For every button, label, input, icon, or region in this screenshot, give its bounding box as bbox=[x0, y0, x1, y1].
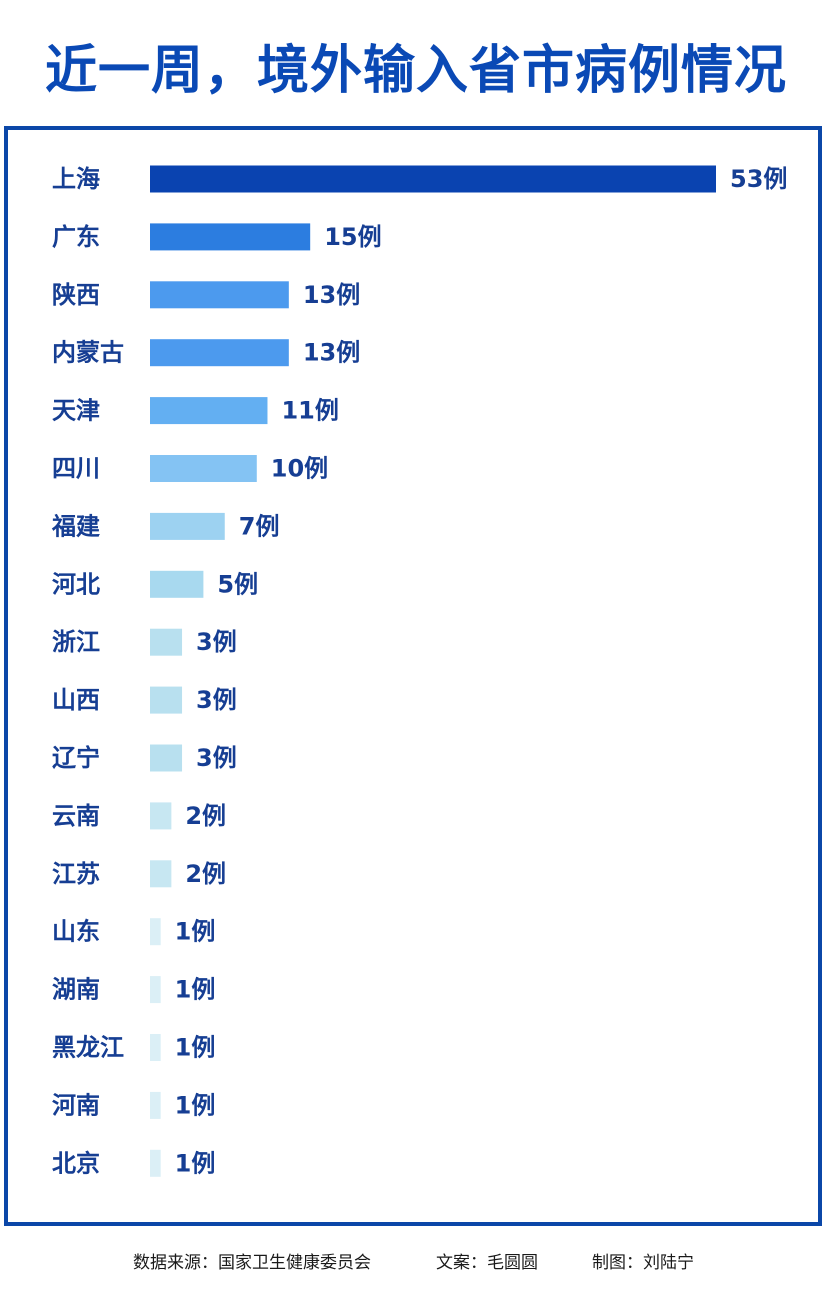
category-label: 四川 bbox=[52, 455, 100, 483]
bar bbox=[150, 397, 268, 425]
value-label: 2例 bbox=[185, 802, 226, 830]
bar bbox=[150, 628, 183, 656]
category-label: 内蒙古 bbox=[52, 339, 124, 367]
bar bbox=[150, 918, 161, 946]
design-credit-text: 制图：刘陆宁 bbox=[592, 1253, 694, 1273]
chart-title: 近一周，境外输入省市病例情况 bbox=[44, 41, 787, 101]
category-label: 浙江 bbox=[52, 628, 100, 656]
value-label: 3例 bbox=[196, 628, 237, 656]
value-label: 7例 bbox=[239, 512, 280, 540]
value-label: 10例 bbox=[271, 455, 328, 483]
value-label: 15例 bbox=[324, 223, 381, 251]
value-label: 1例 bbox=[175, 1034, 216, 1062]
bar bbox=[150, 281, 289, 309]
category-label: 江苏 bbox=[52, 860, 100, 888]
value-label: 1例 bbox=[175, 1149, 216, 1177]
category-label: 广东 bbox=[52, 223, 100, 251]
category-label: 福建 bbox=[51, 512, 100, 540]
value-label: 13例 bbox=[303, 281, 360, 309]
value-label: 5例 bbox=[217, 570, 258, 598]
category-label: 陕西 bbox=[52, 281, 100, 309]
value-label: 11例 bbox=[281, 397, 338, 425]
value-label: 13例 bbox=[303, 339, 360, 367]
chart-frame bbox=[4, 126, 822, 1226]
bar bbox=[150, 339, 289, 367]
category-label: 天津 bbox=[52, 397, 100, 425]
bar bbox=[150, 223, 311, 251]
value-label: 1例 bbox=[175, 1091, 216, 1119]
data-source-text: 数据来源：国家卫生健康委员会 bbox=[133, 1253, 371, 1273]
category-label: 河北 bbox=[52, 570, 100, 598]
bar bbox=[150, 744, 183, 772]
category-label: 黑龙江 bbox=[52, 1034, 124, 1062]
bar bbox=[150, 1149, 161, 1177]
bar bbox=[150, 1091, 161, 1119]
category-label: 河南 bbox=[52, 1091, 100, 1119]
footer: 数据来源：国家卫生健康委员会 文案：毛圆圆 制图：刘陆宁 bbox=[0, 1248, 832, 1278]
category-label: 山西 bbox=[52, 686, 100, 714]
category-label: 山东 bbox=[52, 918, 100, 946]
bar bbox=[150, 802, 172, 830]
value-label: 3例 bbox=[196, 744, 237, 772]
bar bbox=[150, 686, 183, 714]
bar bbox=[150, 976, 161, 1004]
category-label: 湖南 bbox=[52, 976, 100, 1004]
bar bbox=[150, 512, 225, 540]
author-credit-text: 文案：毛圆圆 bbox=[436, 1253, 538, 1273]
category-label: 云南 bbox=[52, 802, 100, 830]
bar bbox=[150, 570, 204, 598]
category-label: 辽宁 bbox=[52, 744, 100, 772]
bar bbox=[150, 1034, 161, 1061]
bar bbox=[150, 165, 716, 193]
bar bbox=[150, 860, 172, 888]
value-label: 1例 bbox=[175, 976, 216, 1004]
category-label: 北京 bbox=[52, 1149, 100, 1177]
value-label: 53例 bbox=[730, 165, 787, 193]
value-label: 2例 bbox=[185, 860, 226, 888]
category-label: 上海 bbox=[52, 165, 100, 193]
value-label: 3例 bbox=[196, 686, 237, 714]
value-label: 1例 bbox=[175, 918, 216, 946]
bar bbox=[150, 455, 257, 482]
